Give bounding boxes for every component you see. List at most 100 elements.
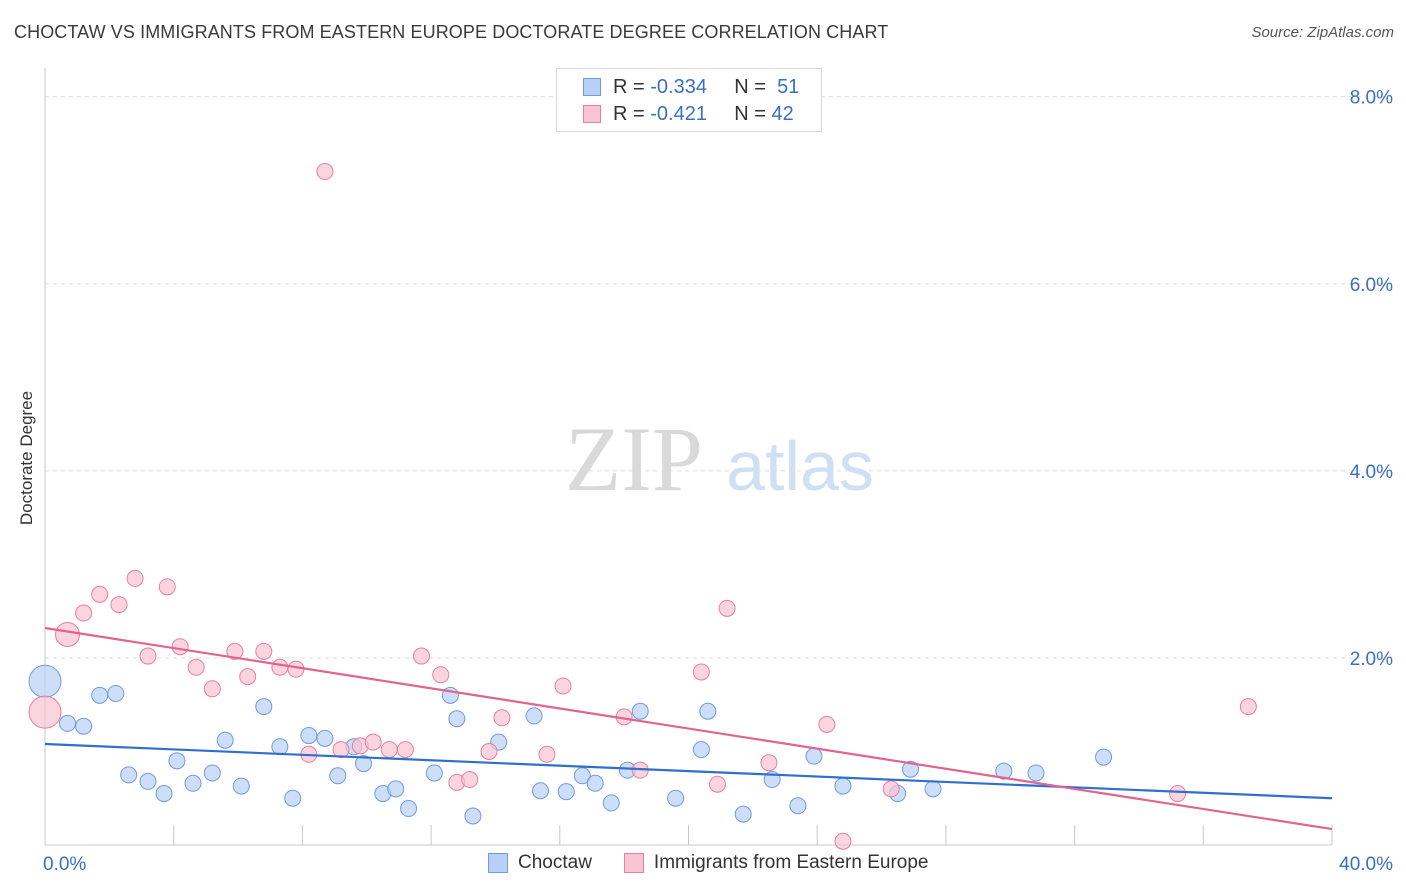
immigrants-point xyxy=(480,742,498,760)
choctaw-point xyxy=(995,762,1013,780)
watermark-zip: ZIP xyxy=(565,408,703,510)
choctaw-point xyxy=(387,780,405,798)
choctaw-point xyxy=(805,747,823,765)
immigrants-point xyxy=(55,622,81,648)
choctaw-point xyxy=(602,794,620,812)
immigrants-point xyxy=(818,715,836,733)
choctaw-point xyxy=(667,789,685,807)
gridlines xyxy=(45,96,1392,659)
legend-row-immigrants: R = -0.421 N = 42 xyxy=(583,102,794,126)
choctaw-trend-line xyxy=(44,742,1333,800)
choctaw-point xyxy=(525,707,543,725)
immigrants-point xyxy=(461,771,479,789)
choctaw-point xyxy=(28,664,62,698)
choctaw-point xyxy=(271,738,289,756)
immigrants-point xyxy=(91,585,109,603)
choctaw-point xyxy=(425,764,443,782)
immigrants-point xyxy=(187,658,205,676)
y-axis-label: Doctorate Degree xyxy=(17,390,36,526)
choctaw-point xyxy=(316,729,334,747)
immigrants-point xyxy=(554,677,572,695)
choctaw-point xyxy=(692,741,710,759)
immigrants-point xyxy=(432,666,450,684)
legend-n-value: 51 xyxy=(777,75,800,98)
immigrants-point xyxy=(538,745,556,763)
watermark-atlas: atlas xyxy=(726,427,874,505)
choctaw-points xyxy=(28,664,1113,825)
immigrants-point xyxy=(1239,698,1257,716)
legend-label-immigrants: Immigrants from Eastern Europe xyxy=(653,852,929,873)
chart-title: CHOCTAW VS IMMIGRANTS FROM EASTERN EUROP… xyxy=(14,22,889,42)
choctaw-point xyxy=(699,702,717,720)
choctaw-point xyxy=(586,774,604,792)
choctaw-point xyxy=(631,702,649,720)
legend-label-choctaw: Choctaw xyxy=(518,852,592,873)
legend-swatch-immigrants xyxy=(583,105,601,123)
x-tick-label: 40.0% xyxy=(1339,854,1393,875)
immigrants-point xyxy=(718,599,736,617)
choctaw-point xyxy=(355,755,373,773)
choctaw-point xyxy=(184,774,202,792)
immigrants-point xyxy=(332,741,350,759)
legend-r-label: R = xyxy=(613,75,645,98)
immigrants-point xyxy=(158,578,176,596)
choctaw-point xyxy=(1095,748,1113,766)
choctaw-point xyxy=(91,686,109,704)
choctaw-point xyxy=(75,717,93,735)
immigrants-point xyxy=(1169,785,1187,803)
immigrants-point xyxy=(396,741,414,759)
legend-swatch-choctaw xyxy=(488,853,508,873)
immigrants-point xyxy=(760,754,778,772)
legend-r-label: R = xyxy=(613,102,645,125)
immigrants-points xyxy=(28,163,1257,850)
immigrants-point xyxy=(255,642,273,660)
choctaw-point xyxy=(120,766,138,784)
immigrants-point xyxy=(110,596,128,614)
choctaw-point xyxy=(464,807,482,825)
immigrants-point xyxy=(708,775,726,793)
immigrants-point xyxy=(380,741,398,759)
choctaw-point xyxy=(300,727,318,745)
source-label: Source: ZipAtlas.com xyxy=(1251,24,1394,41)
choctaw-point xyxy=(255,698,273,716)
immigrants-point xyxy=(203,680,221,698)
immigrants-point xyxy=(271,658,289,676)
watermark: ZIP atlas xyxy=(565,408,874,510)
choctaw-point xyxy=(329,767,347,785)
legend-row-choctaw: R = -0.334 N = 51 xyxy=(583,75,799,99)
series-legend: Choctaw Immigrants from Eastern Europe xyxy=(488,852,960,874)
choctaw-point xyxy=(734,805,752,823)
choctaw-point xyxy=(448,710,466,728)
legend-item-choctaw[interactable]: Choctaw xyxy=(488,852,592,874)
choctaw-point xyxy=(531,782,549,800)
choctaw-point xyxy=(232,777,250,795)
legend-n-value: 42 xyxy=(771,102,794,125)
choctaw-point xyxy=(557,783,575,801)
immigrants-point xyxy=(882,780,900,798)
legend-n-label: N = xyxy=(734,75,766,98)
legend-r-value: -0.421 xyxy=(650,102,707,125)
y-tick-label: 6.0% xyxy=(1350,275,1393,296)
legend-swatch-immigrants xyxy=(623,853,644,873)
immigrants-point xyxy=(75,604,93,622)
choctaw-point xyxy=(216,731,234,749)
immigrants-point xyxy=(28,695,62,729)
immigrants-point xyxy=(316,163,334,181)
legend-item-immigrants[interactable]: Immigrants from Eastern Europe xyxy=(623,852,929,874)
choctaw-point xyxy=(573,767,591,785)
choctaw-point xyxy=(107,684,125,702)
y-tick-label: 8.0% xyxy=(1350,88,1393,109)
choctaw-point xyxy=(789,797,807,815)
immigrants-point xyxy=(493,709,511,727)
immigrants-point xyxy=(412,647,430,665)
trend-lines xyxy=(44,626,1333,831)
choctaw-point xyxy=(902,760,920,778)
immigrants-point xyxy=(126,569,144,587)
choctaw-point xyxy=(155,785,173,803)
legend-swatch-choctaw xyxy=(583,78,601,96)
immigrants-point xyxy=(171,638,189,656)
immigrants-point xyxy=(226,642,244,660)
immigrants-trend-line xyxy=(44,626,1333,831)
legend-n-label: N = xyxy=(734,102,766,125)
